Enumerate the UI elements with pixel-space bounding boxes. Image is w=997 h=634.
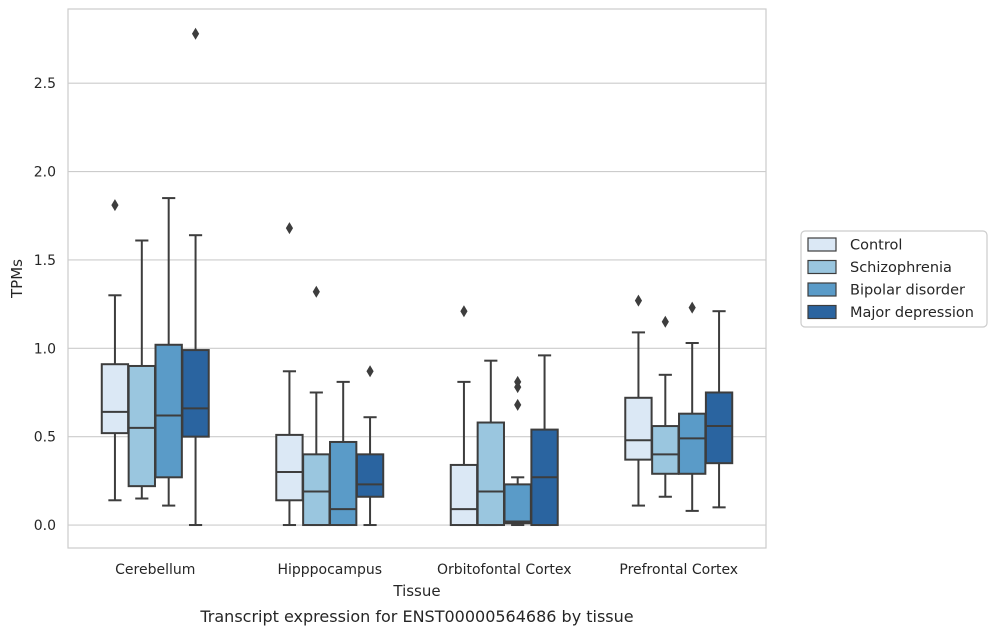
legend-swatch [807, 237, 837, 252]
outlier-point [312, 285, 320, 298]
box-1-1 [100, 199, 130, 502]
x-tick-label: Cerebellum [115, 562, 195, 578]
outlier-point [460, 305, 468, 318]
box-2-1 [127, 239, 156, 500]
box-iqr [275, 433, 304, 502]
outlier-point [191, 27, 200, 40]
x-tick-label: Prefrontal Cortex [619, 562, 738, 578]
box-4-2 [355, 365, 385, 527]
box-iqr [449, 463, 479, 527]
box-iqr [100, 363, 130, 435]
outlier-point [366, 365, 374, 378]
box-iqr [503, 483, 532, 525]
figure-caption: Transcript expression for ENST0000056468… [199, 607, 633, 626]
outlier-point [111, 199, 119, 212]
box-1-3 [449, 305, 479, 527]
legend-swatch [807, 259, 837, 275]
legend-label: Major depression [850, 305, 974, 321]
box-4-4 [704, 310, 734, 509]
box-iqr [127, 364, 156, 488]
box-3-3 [503, 375, 532, 527]
outlier-point [285, 222, 294, 235]
legend-label: Control [850, 238, 902, 254]
y-tick-label: 1.0 [34, 341, 56, 357]
box-4-3 [530, 354, 559, 527]
y-axis-label: TPMs [8, 259, 26, 299]
box-3-4 [678, 301, 707, 512]
x-tick-label: Hipppocampus [277, 562, 382, 578]
legend-swatch [807, 282, 837, 297]
outlier-point [688, 301, 696, 314]
box-iqr [302, 453, 331, 527]
legend-frame [800, 230, 988, 328]
box-1-4 [624, 294, 653, 507]
y-tick-label: 1.5 [34, 253, 56, 269]
legend-label: Bipolar disorder [850, 283, 965, 299]
box-2-2 [302, 285, 331, 527]
legend-swatch [807, 304, 837, 320]
box-iqr [678, 412, 707, 475]
box-1-2 [275, 222, 304, 527]
box-iqr [476, 421, 505, 527]
outlier-point [514, 398, 522, 411]
outlier-point [634, 294, 643, 307]
y-tick-label: 2.5 [34, 76, 56, 92]
y-tick-label: 0.5 [34, 430, 56, 446]
box-iqr [355, 453, 385, 498]
x-tick-label: Orbitofontal Cortex [437, 562, 572, 578]
box-iqr [624, 396, 653, 461]
box-2-4 [651, 315, 680, 498]
box-iqr [181, 349, 210, 438]
box-2-3 [476, 359, 505, 527]
x-axis-ticks: Cerebellum Hipppocampus Orbitofontal Corte… [115, 562, 738, 578]
x-axis-label: Tissue [392, 582, 440, 600]
legend: Control Schizophrenia Bipolar disorder Majo… [800, 230, 988, 328]
plot-area-frame [67, 8, 767, 549]
outlier-point [661, 315, 669, 328]
box-iqr [651, 425, 680, 475]
box-3-2 [329, 380, 358, 527]
box-4-1 [181, 27, 210, 527]
y-tick-label: 0.0 [34, 518, 56, 534]
legend-label: Schizophrenia [850, 260, 952, 276]
box-iqr [154, 343, 183, 479]
box-3-1 [154, 197, 183, 507]
box-plots [100, 27, 734, 527]
y-tick-label: 2.0 [34, 165, 56, 181]
y-axis-ticks: 0.0 0.5 1.0 1.5 2.0 2.5 [34, 76, 56, 534]
box-iqr [704, 391, 734, 465]
box-iqr [329, 440, 358, 527]
outlier-point [514, 375, 522, 388]
